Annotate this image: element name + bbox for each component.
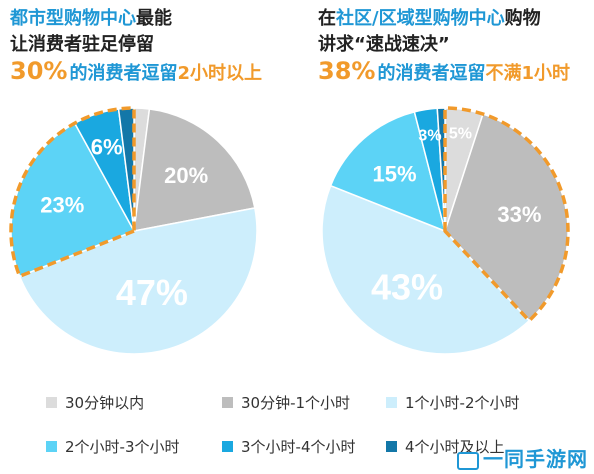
pie-slice — [329, 110, 447, 233]
watermark: 一同手游网 — [457, 443, 588, 472]
pie-chart-2: 5% 33% 43% 15%3% — [321, 106, 570, 355]
slice-label: 6% — [91, 134, 123, 159]
legend-swatch — [386, 441, 397, 452]
legend-swatch — [46, 441, 57, 452]
pie-slice — [18, 207, 258, 355]
right-headline-line3-end: 不满1小时 — [485, 63, 570, 84]
slice-label: 43% — [371, 266, 443, 307]
pie-slice — [436, 107, 446, 232]
slice-label: 5% — [449, 125, 472, 142]
highlight-outline — [443, 106, 570, 323]
left-headline-line1-rest: 最能 — [136, 8, 172, 29]
legend-item-30min-1h: 30分钟-1个小时 — [222, 392, 350, 413]
legend-swatch — [222, 441, 233, 452]
legend-item-1h-2h: 1个小时-2个小时 — [386, 392, 520, 413]
left-headline-percent: 30% — [10, 57, 68, 85]
left-headline-line2: 让消费者驻足停留 — [10, 34, 154, 55]
legend-label: 2个小时-3个小时 — [65, 438, 180, 456]
legend-swatch — [46, 397, 57, 408]
left-headline: 都市型购物中心最能 让消费者驻足停留 30% 的消费者逗留2小时以上 — [10, 6, 262, 87]
slice-label: 15% — [373, 161, 417, 186]
slice-label: 20% — [164, 163, 208, 188]
left-headline-line3: 30% 的消费者逗留2小时以上 — [10, 58, 262, 87]
right-headline-line3-mid: 的消费者逗留 — [377, 63, 486, 84]
right-headline-mall-type: 社区/区域型购物中心 — [336, 8, 505, 29]
watermark-text: 一同手游网 — [483, 447, 588, 471]
legend-swatch — [386, 397, 397, 408]
pie-slice — [133, 108, 256, 232]
left-headline-line3-end: 2小时以上 — [177, 63, 262, 84]
left-headline-line1: 都市型购物中心最能 — [10, 6, 262, 32]
legend-label: 3个小时-4个小时 — [241, 438, 356, 456]
right-headline-line2: 讲求“速战速决” — [318, 34, 450, 55]
highlight-outline — [9, 106, 136, 279]
legend-item-3h-4h: 3个小时-4个小时 — [222, 436, 356, 457]
slice-label: 47% — [116, 272, 188, 313]
legend-item-2h-3h: 2个小时-3个小时 — [46, 436, 180, 457]
left-headline-line3-mid: 的消费者逗留 — [69, 63, 178, 84]
right-headline-line3: 38% 的消费者逗留不满1小时 — [318, 58, 570, 87]
slice-label: 33% — [497, 202, 541, 227]
legend-label: 30分钟-1个小时 — [241, 394, 351, 412]
slice-label: 3% — [418, 128, 441, 145]
legend-label: 4个小时及以上 — [405, 438, 505, 456]
watermark-logo-icon — [457, 451, 479, 470]
right-headline: 在社区/区域型购物中心购物 讲求“速战速决” 38% 的消费者逗留不满1小时 — [318, 6, 570, 87]
right-headline-line1-start: 在 — [318, 8, 336, 29]
right-headline-line1-end: 购物 — [504, 8, 541, 29]
right-headline-percent: 38% — [318, 57, 376, 85]
legend-item-within-30min: 30分钟以内 — [46, 392, 144, 413]
legend-swatch — [222, 397, 233, 408]
legend-item-4h-plus: 4个小时及以上 — [386, 436, 505, 457]
pie-slice — [321, 184, 531, 355]
pie-chart-1: 20% 47% 23% 6% — [9, 106, 258, 355]
left-headline-mall-type: 都市型购物中心 — [10, 8, 136, 29]
legend-label: 1个小时-2个小时 — [405, 394, 520, 412]
legend-label: 30分钟以内 — [65, 394, 145, 412]
right-headline-line1: 在社区/区域型购物中心购物 — [318, 6, 570, 32]
slice-label: 23% — [40, 193, 84, 218]
